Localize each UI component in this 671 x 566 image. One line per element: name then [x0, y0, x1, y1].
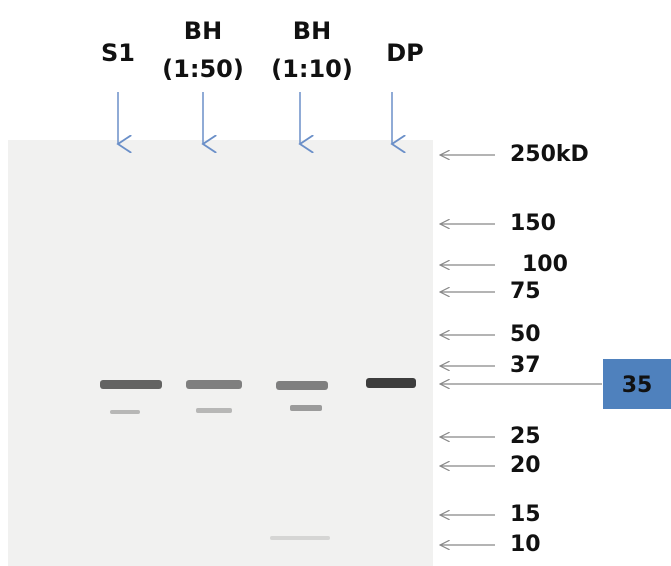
lane-label: (1:10): [271, 55, 353, 83]
marker-label: 25: [510, 424, 541, 449]
marker-label: 250kD: [510, 142, 589, 167]
marker-label: 20: [510, 453, 541, 478]
gel: [8, 140, 433, 566]
marker-label: 100: [522, 252, 568, 277]
lane-label: BH: [293, 17, 331, 45]
lane-label: BH: [184, 17, 222, 45]
marker-label: 37: [510, 353, 541, 378]
lane-label: (1:50): [162, 55, 244, 83]
marker-label: 10: [510, 532, 541, 557]
marker-label: 150: [510, 211, 556, 236]
marker-label: 50: [510, 322, 541, 347]
lane-label: DP: [386, 39, 424, 67]
marker-label: 75: [510, 279, 541, 304]
lane-arrows: [118, 92, 392, 144]
marker-label: 15: [510, 502, 541, 527]
lane-labels: S1 BH (1:50) BH (1:10) DP: [101, 17, 424, 83]
highlight-label: 35: [622, 373, 653, 398]
blot-figure: S1BH(1:50)BH(1:10)DP 250kD15010075503725…: [0, 0, 671, 566]
lane-label: S1: [101, 39, 135, 67]
